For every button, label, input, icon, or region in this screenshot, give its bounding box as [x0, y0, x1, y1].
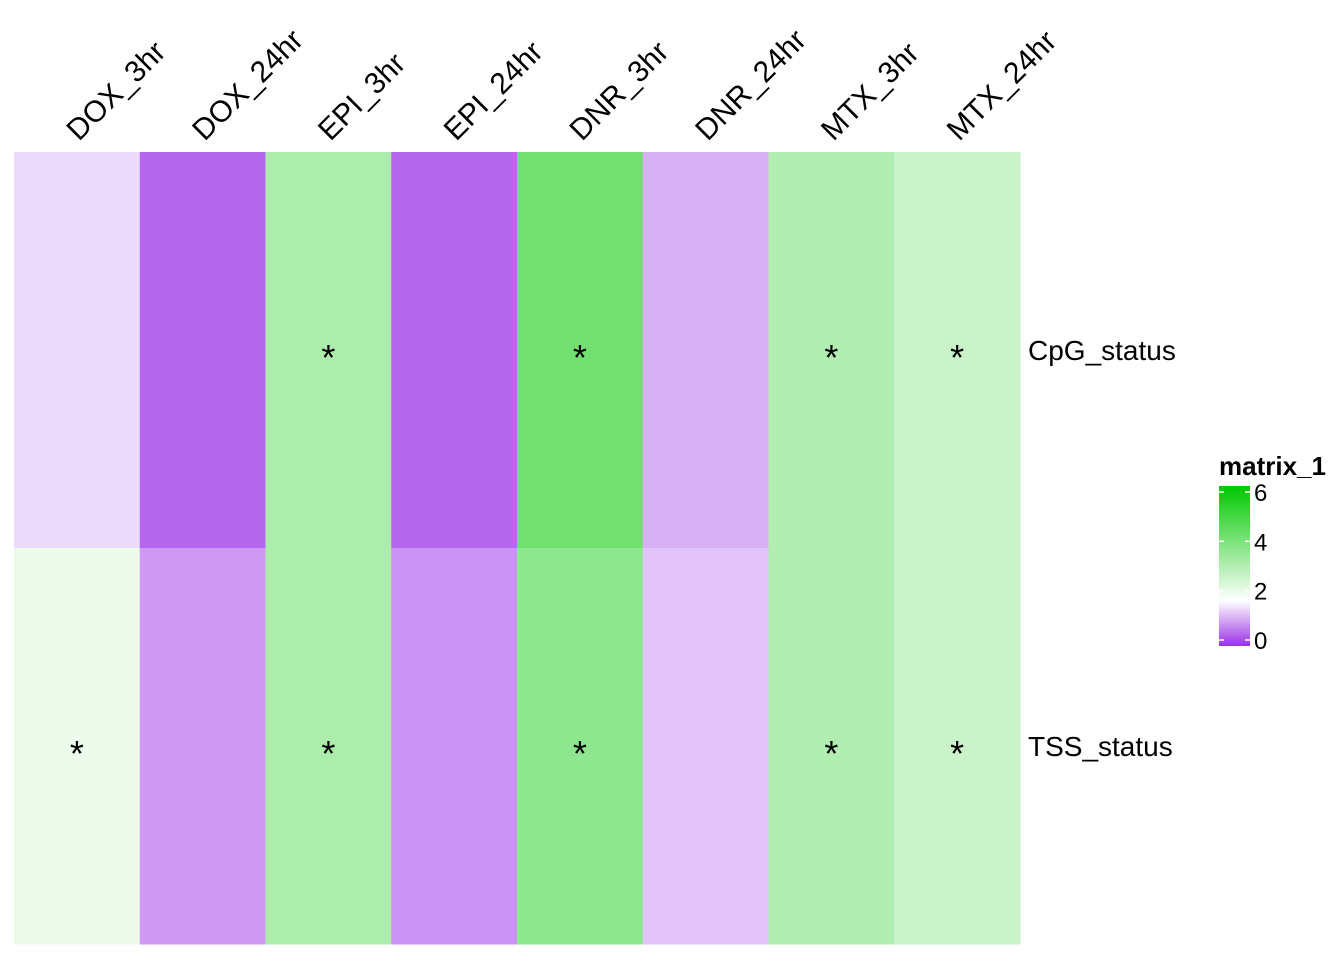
- significance-star: *: [824, 733, 838, 774]
- column-label: DOX_3hr: [60, 35, 172, 147]
- column-label: MTX_24hr: [941, 25, 1063, 147]
- significance-star: *: [824, 337, 838, 378]
- heatmap-cell: [642, 152, 769, 549]
- legend-title: matrix_1: [1219, 451, 1326, 481]
- significance-star: *: [950, 733, 964, 774]
- column-label: EPI_24hr: [438, 35, 550, 147]
- heatmap-cell: [139, 548, 266, 945]
- heatmap-cell: [14, 152, 141, 549]
- heatmap-cell: [391, 548, 518, 945]
- heatmap-cell: [517, 152, 644, 549]
- legend-tick-label: 0: [1254, 628, 1267, 655]
- significance-star: *: [573, 337, 587, 378]
- significance-star: *: [70, 733, 84, 774]
- color-legend: matrix_1 0 2 4 6: [1219, 451, 1326, 655]
- column-label: DOX_24hr: [186, 23, 310, 147]
- legend-color-bar: [1219, 486, 1250, 646]
- column-label: MTX_3hr: [815, 36, 926, 147]
- heatmap-cell: [391, 152, 518, 549]
- column-labels: DOX_3hr DOX_24hr EPI_3hr EPI_24hr DNR_3hr DNR…: [60, 23, 1063, 147]
- heatmap-cells: [14, 152, 1021, 945]
- heatmap-cell: [517, 548, 644, 945]
- heatmap-cell: [768, 152, 895, 549]
- heatmap-cell: [265, 548, 392, 945]
- heatmap-cell: [894, 548, 1021, 945]
- legend-tick-label: 4: [1254, 529, 1267, 556]
- row-label: TSS_status: [1028, 731, 1173, 762]
- significance-star: *: [321, 733, 335, 774]
- significance-star: *: [573, 733, 587, 774]
- heatmap-cell: [139, 152, 266, 549]
- heatmap-cell: [768, 548, 895, 945]
- column-label: EPI_3hr: [312, 47, 412, 147]
- heatmap-cell: [894, 152, 1021, 549]
- row-label: CpG_status: [1028, 335, 1176, 366]
- heatmap-cell: [14, 548, 141, 945]
- column-label: DNR_3hr: [563, 35, 675, 147]
- legend-tick-label: 2: [1254, 579, 1267, 606]
- heatmap-cell: [265, 152, 392, 549]
- row-labels: CpG_status TSS_status: [1028, 335, 1176, 762]
- significance-star: *: [321, 337, 335, 378]
- significance-markers: * * * * * * * * *: [70, 337, 964, 774]
- column-label: DNR_24hr: [689, 23, 813, 147]
- legend-tick-label: 6: [1254, 480, 1267, 507]
- significance-star: *: [950, 337, 964, 378]
- legend-ticks: 0 2 4 6: [1219, 480, 1267, 655]
- heatmap-cell: [642, 548, 769, 945]
